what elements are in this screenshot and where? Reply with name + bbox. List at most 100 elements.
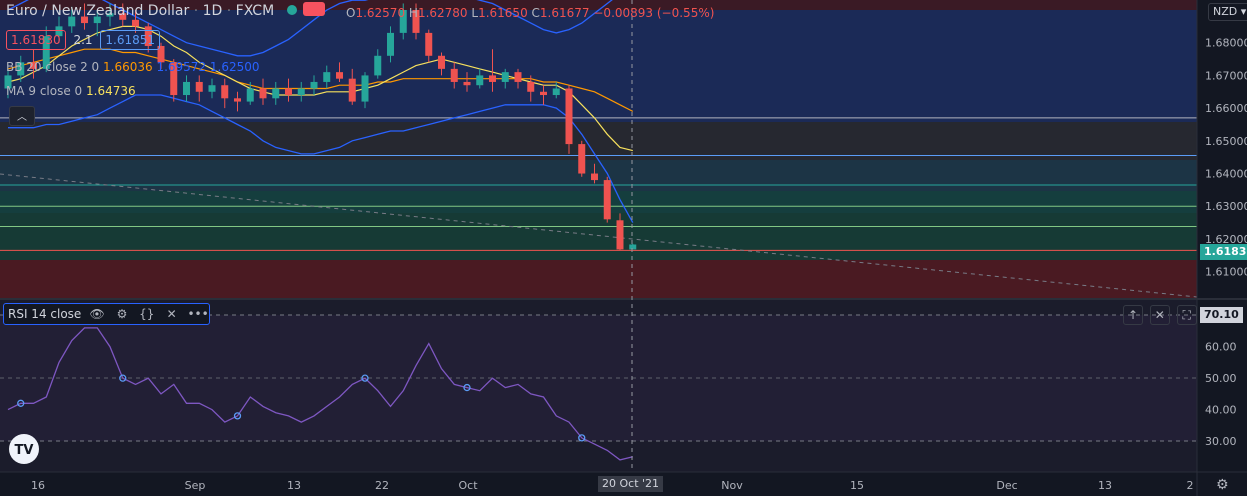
currency-label: NZD [1213, 5, 1238, 18]
price-tick-label: 1.65000 [1205, 135, 1247, 148]
symbol-title[interactable]: Euro / New Zealand Dollar [6, 3, 190, 19]
close-icon[interactable]: ✕ [1149, 305, 1170, 325]
candle-body [438, 55, 445, 69]
rsi-marker [463, 383, 471, 392]
candle-body [578, 144, 586, 174]
price-tick-label: 1.68000 [1205, 37, 1247, 50]
open-label: O [346, 6, 356, 20]
rsi-tick-label: 40.00 [1205, 404, 1237, 417]
time-tick-label: 22 [375, 479, 389, 492]
ma-value: 1.64736 [86, 84, 136, 98]
change-value: −0.00893 (−0.55%) [593, 6, 715, 20]
candle-body [603, 180, 611, 220]
rsi-legend[interactable]: RSI 14 close 👁 ⚙ {} ✕ ••• [3, 303, 211, 325]
candle-body [616, 220, 624, 250]
rsi-line [7, 327, 633, 461]
rsi-band [0, 315, 1197, 441]
spread-value: 2.1 [73, 33, 93, 47]
candle-body [591, 173, 598, 181]
candle-body [374, 55, 382, 76]
bb-legend[interactable]: BB 20 close 2 0 1.66036 1.69572 1.62500 [6, 58, 260, 76]
horizontal-levels [0, 117, 1197, 251]
tradingview-logo[interactable]: TV [9, 434, 39, 464]
candle-body [183, 81, 190, 96]
trade-widget: 1.61830 2.1 1.61851 [6, 30, 160, 50]
close-icon[interactable]: ✕ [166, 307, 177, 321]
rsi-label: RSI 14 close [8, 307, 82, 321]
rsi-current-tag: 70.10 [1200, 307, 1243, 323]
low-value: 1.61650 [478, 6, 528, 20]
candle-body [157, 45, 165, 63]
rsi-tick-label: 50.00 [1205, 372, 1237, 385]
candle-body [412, 10, 420, 33]
candle-body [527, 81, 535, 92]
collapse-indicators-button[interactable]: ︿ [9, 106, 35, 126]
high-label: H [408, 6, 418, 20]
crosshair-time-label: 20 Oct '21 [598, 476, 664, 492]
time-tick-label: Oct [458, 479, 478, 492]
zone-top [0, 0, 1197, 10]
low-label: L [471, 6, 479, 20]
time-axis[interactable]: 16 Sep 13 22 Oct Nov 15 Dec 13 2 [31, 479, 1194, 492]
time-tick-label: Dec [996, 479, 1017, 492]
ohlc-values: O1.62570 H1.62780 L1.61650 C1.61677 −0.0… [346, 4, 714, 22]
rsi-axis[interactable]: 60.00 50.00 40.00 30.00 [1205, 341, 1237, 448]
open-value: 1.62570 [355, 6, 406, 20]
sell-button[interactable]: 1.61830 [6, 30, 66, 50]
interval-label[interactable]: 1D [202, 3, 223, 19]
candle-body [463, 81, 471, 86]
gear-icon[interactable]: ⚙ [1216, 477, 1229, 493]
market-closed-icon [303, 2, 326, 16]
candle-body [387, 32, 394, 56]
maximize-icon[interactable]: ⛶ [1176, 305, 1197, 325]
candle-body [119, 13, 127, 20]
candle-body [348, 78, 356, 102]
last-price-tag: 1.61830 [1200, 244, 1247, 260]
zone-red [0, 260, 1197, 298]
candle-body [42, 36, 50, 69]
time-tick-label: 13 [287, 479, 301, 492]
time-tick-label: Nov [721, 479, 743, 492]
price-axis[interactable]: 1.68000 1.67000 1.66000 1.65000 1.64000 1.630… [1205, 37, 1247, 279]
ma-legend[interactable]: MA 9 close 0 1.64736 [6, 82, 136, 100]
gear-icon[interactable]: ⚙ [116, 307, 128, 321]
eye-icon[interactable]: 👁 [89, 307, 105, 321]
bb-lower-line [8, 94, 634, 223]
price-tick-label: 1.66000 [1205, 102, 1247, 115]
trend-line[interactable] [0, 173, 1198, 298]
braces-icon[interactable]: {} [139, 307, 155, 321]
candle-body [93, 16, 101, 24]
chevron-up-icon: ︿ [17, 112, 27, 123]
price-tick-label: 1.63000 [1205, 200, 1247, 213]
candle-body [361, 75, 369, 102]
arrow-up-icon[interactable]: ↑ [1123, 305, 1143, 325]
candle-body [565, 88, 573, 145]
candle-body [68, 16, 76, 27]
candle-body [323, 72, 331, 82]
zone-teal-light [0, 160, 1197, 191]
candle-body [132, 19, 139, 27]
candle-body [399, 10, 407, 33]
time-tick-label: 16 [31, 479, 45, 492]
zone-blue [0, 10, 1197, 122]
high-value: 1.62780 [417, 6, 468, 20]
more-icon[interactable]: ••• [187, 307, 209, 321]
candle-body [221, 85, 229, 99]
zone-green [0, 213, 1197, 260]
candle-body [285, 88, 292, 96]
candle-body [450, 68, 458, 82]
bb-lower-value: 1.62500 [209, 60, 260, 74]
buy-button[interactable]: 1.61851 [100, 30, 160, 50]
candle-body [30, 62, 37, 69]
time-tick-label: Sep [185, 479, 206, 492]
candle-body [246, 88, 254, 102]
price-tick-label: 1.64000 [1205, 168, 1247, 181]
candle-body [234, 98, 241, 102]
candlestick-series [4, 3, 637, 251]
candle-body [144, 26, 152, 46]
price-tick-label: 1.62000 [1205, 233, 1247, 246]
currency-selector[interactable]: NZD ▾ [1208, 3, 1247, 21]
ma-label: MA 9 close 0 [6, 84, 83, 98]
